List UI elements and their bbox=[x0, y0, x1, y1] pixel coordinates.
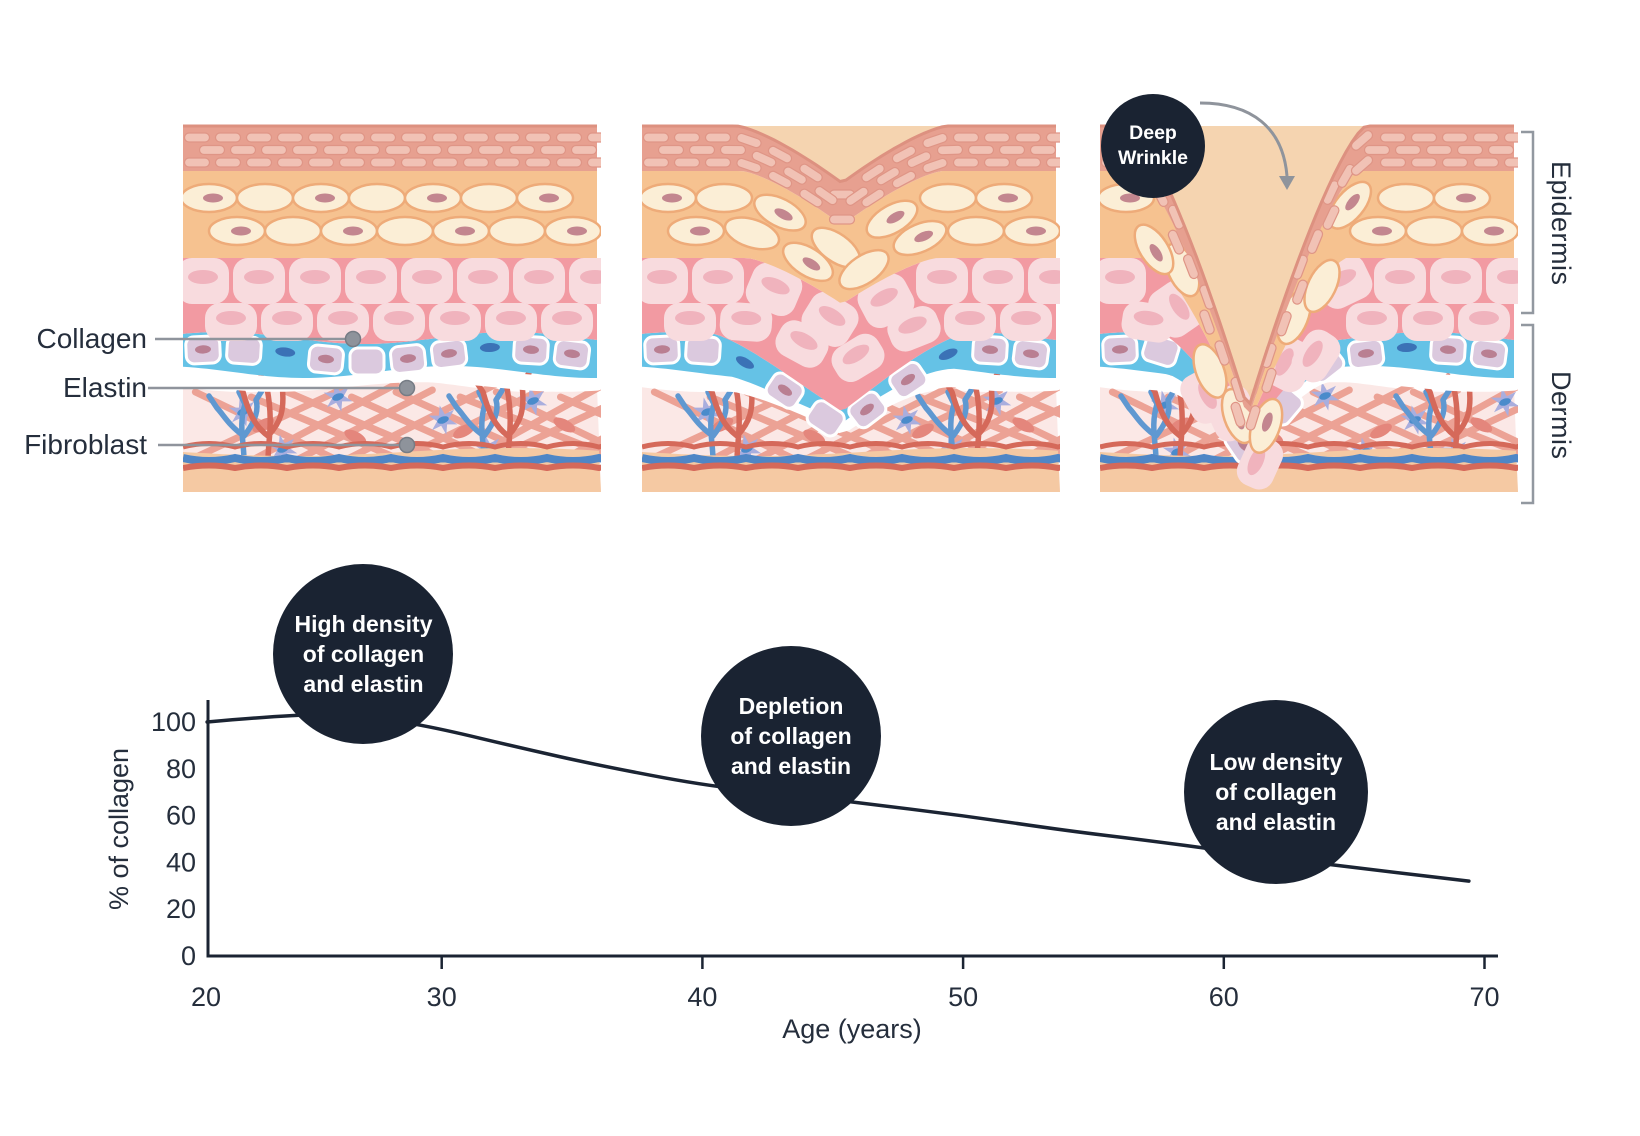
dermis-label: Dermis bbox=[1546, 370, 1576, 460]
blood-vessel bbox=[675, 386, 735, 477]
elastin-label: Elastin bbox=[62, 372, 147, 403]
deep-wrinkle-line1: Deep bbox=[1129, 122, 1177, 144]
epidermis-label: Epidermis bbox=[1546, 161, 1576, 286]
x-axis-title: Age (years) bbox=[782, 1014, 922, 1044]
blood-vessel bbox=[472, 370, 532, 477]
leader-dot bbox=[344, 330, 362, 348]
x-tick-label: 40 bbox=[687, 982, 717, 1012]
y-tick-label: 0 bbox=[181, 941, 196, 971]
y-tick-label: 100 bbox=[151, 707, 196, 737]
leader-lines bbox=[148, 330, 416, 454]
deep-wrinkle-callout: Deep Wrinkle bbox=[1101, 94, 1205, 198]
chart-axes bbox=[206, 700, 1498, 958]
skin-panel-1 bbox=[183, 124, 601, 492]
collagen-label: Collagen bbox=[36, 323, 147, 354]
blood-vessel bbox=[206, 386, 266, 477]
y-tick-label: 40 bbox=[166, 847, 196, 877]
fibroblast-label: Fibroblast bbox=[24, 429, 147, 460]
skin-panel-3 bbox=[1100, 124, 1518, 492]
x-tick-label: 60 bbox=[1209, 982, 1239, 1012]
leader-dot bbox=[398, 379, 416, 397]
blood-vessel bbox=[915, 386, 975, 477]
blood-vessel bbox=[1393, 386, 1453, 477]
x-tick-label: 70 bbox=[1469, 982, 1499, 1012]
y-tick-label: 60 bbox=[166, 801, 196, 831]
y-tick-label: 80 bbox=[166, 754, 196, 784]
leader-dot bbox=[398, 436, 416, 454]
deep-wrinkle-line2: Wrinkle bbox=[1117, 147, 1189, 169]
y-tick-label: 20 bbox=[166, 894, 196, 924]
blood-vessel bbox=[1118, 386, 1178, 477]
annotation-low-density: Low density of collagen and elastin bbox=[1183, 700, 1368, 885]
deep-wrinkle-arrow bbox=[1199, 101, 1295, 190]
skin-panel-2 bbox=[642, 124, 1060, 492]
layer-brackets bbox=[1521, 130, 1535, 505]
x-tick-label: 50 bbox=[948, 982, 978, 1012]
annotation-high-density: High density of collagen and elastin bbox=[273, 564, 454, 745]
annotation-depletion: Depletion of collagen and elastin bbox=[701, 646, 882, 827]
blood-vessel bbox=[446, 386, 506, 477]
y-axis-title: % of collagen bbox=[104, 748, 134, 910]
x-tick-label: 30 bbox=[427, 982, 457, 1012]
x-tick-label: 20 bbox=[191, 982, 221, 1012]
